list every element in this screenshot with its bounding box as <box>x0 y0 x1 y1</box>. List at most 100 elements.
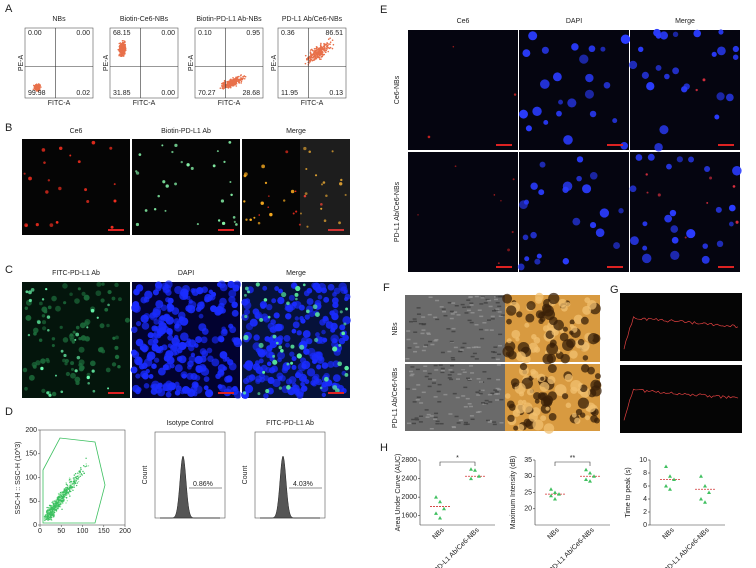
row-title: NBs <box>392 322 399 336</box>
row-title: PD-L1 Ab/Ce6-NBs <box>392 367 399 428</box>
speckle <box>594 373 601 380</box>
speckle <box>408 320 413 323</box>
x-tick-label: NBs <box>661 526 676 541</box>
cell <box>315 336 323 344</box>
event <box>52 505 55 507</box>
speckle <box>465 397 470 400</box>
speckle <box>499 398 504 401</box>
y-tick-label: 2400 <box>401 475 417 482</box>
speckle <box>454 304 459 307</box>
speckle <box>517 424 525 432</box>
cell <box>115 335 119 340</box>
speckle <box>495 358 500 361</box>
speckle <box>469 302 474 304</box>
event <box>48 508 51 510</box>
cell <box>243 334 249 341</box>
cell <box>214 308 222 316</box>
cell <box>642 221 648 227</box>
cell <box>534 258 541 265</box>
cell <box>41 298 45 301</box>
event <box>82 465 85 467</box>
cell <box>99 346 105 352</box>
speckle <box>422 370 427 372</box>
panel-letter: F <box>383 282 390 294</box>
cell <box>89 360 96 367</box>
data-point <box>438 499 442 504</box>
speckle <box>547 364 557 373</box>
cell <box>519 200 528 209</box>
event <box>51 505 53 508</box>
cell <box>174 182 178 186</box>
speckle <box>440 367 445 370</box>
speckle <box>462 342 467 345</box>
plot-frame <box>109 27 179 99</box>
cell <box>344 296 349 302</box>
cell <box>51 343 55 348</box>
speckle <box>498 295 503 298</box>
event <box>124 43 127 46</box>
cell <box>320 384 329 393</box>
cell <box>271 365 278 373</box>
cell <box>333 287 341 295</box>
micrograph <box>408 30 518 150</box>
speckle <box>467 403 472 405</box>
ultrasound-bmode <box>405 295 505 362</box>
cell <box>211 336 219 344</box>
cell <box>64 358 69 364</box>
event <box>49 504 51 507</box>
event <box>311 54 313 57</box>
speckle <box>475 391 480 393</box>
speckle <box>450 371 455 373</box>
cell <box>265 350 274 359</box>
cell <box>200 365 207 372</box>
event <box>47 515 49 517</box>
cell <box>269 212 273 217</box>
speckle <box>498 333 503 336</box>
event <box>230 79 232 82</box>
speckle <box>559 332 569 342</box>
event <box>320 42 322 45</box>
event <box>320 46 323 49</box>
cell <box>641 253 652 264</box>
event <box>62 491 65 493</box>
cell <box>232 385 238 392</box>
event <box>56 498 59 500</box>
speckle <box>463 406 468 408</box>
event <box>46 517 49 519</box>
cell <box>262 285 268 291</box>
cell <box>327 283 335 291</box>
cell <box>676 156 683 163</box>
cell <box>112 336 116 340</box>
cell <box>74 298 80 304</box>
event <box>54 500 56 503</box>
speckle <box>533 337 541 344</box>
speckle <box>468 378 473 380</box>
cell <box>298 223 301 226</box>
significance: ** <box>570 455 576 462</box>
speckle <box>433 416 438 419</box>
event <box>52 503 55 505</box>
data-point <box>469 467 473 471</box>
data-point <box>592 474 596 478</box>
column-title: Ce6 <box>457 18 470 25</box>
cell <box>223 160 226 163</box>
cell <box>427 135 431 139</box>
cell <box>528 31 538 41</box>
cell <box>243 301 252 310</box>
speckle <box>415 418 420 421</box>
speckle <box>416 396 421 398</box>
speckle <box>543 423 555 434</box>
event <box>45 510 48 512</box>
event <box>65 496 68 499</box>
speckle <box>465 377 470 380</box>
cell <box>107 303 110 307</box>
event <box>327 50 330 53</box>
cell <box>188 355 196 363</box>
cell <box>589 222 597 229</box>
event <box>69 495 71 497</box>
event <box>59 492 62 495</box>
cell <box>274 323 283 332</box>
cell <box>285 150 289 154</box>
cell <box>556 110 562 117</box>
cell <box>235 223 238 226</box>
